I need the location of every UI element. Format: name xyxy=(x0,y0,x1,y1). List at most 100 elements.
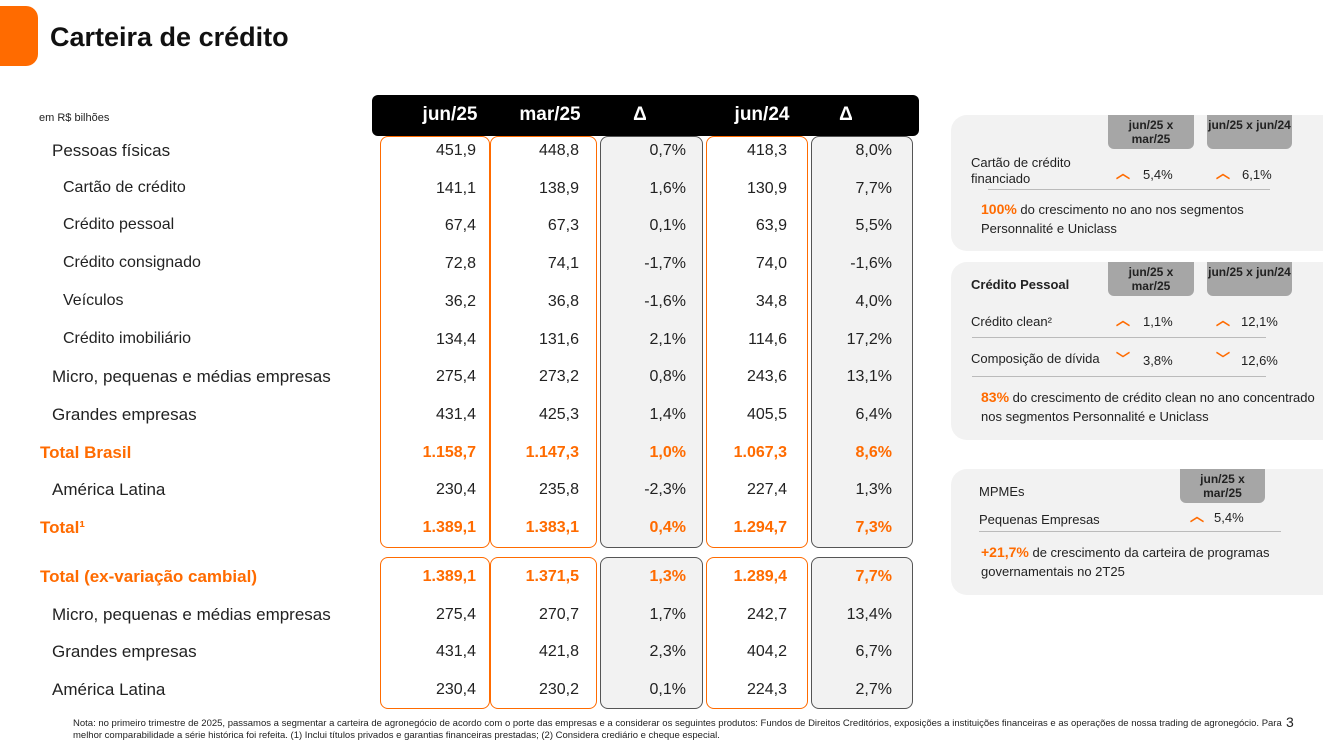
col-header-jun25: jun/25 xyxy=(422,104,478,125)
page-number: 3 xyxy=(1286,714,1294,730)
highlight: 100% xyxy=(981,201,1017,217)
cell-value: 0,1% xyxy=(649,217,686,235)
cell-value: 74,1 xyxy=(547,255,579,273)
table-header xyxy=(372,95,919,136)
pill-qoq: jun/25 x mar/25 xyxy=(1108,115,1194,149)
page-title: Carteira de crédito xyxy=(50,22,289,52)
cell-value: 242,7 xyxy=(746,605,787,623)
cell-value: 36,8 xyxy=(547,292,579,310)
cell-value: 2,1% xyxy=(649,330,686,348)
col-header-delta-y: Δ xyxy=(839,104,853,125)
cell-value: 451,9 xyxy=(435,142,476,159)
cell-value: 1,7% xyxy=(649,605,686,623)
row-label: Total Brasil xyxy=(40,442,132,462)
col-header-mar25: mar/25 xyxy=(519,104,581,125)
value: 12,6% xyxy=(1241,353,1278,368)
cell-value: 273,2 xyxy=(538,368,579,386)
value: 3,8% xyxy=(1143,353,1173,368)
row-label: Pequenas Empresas xyxy=(979,512,1100,527)
cell-value: 72,8 xyxy=(444,255,476,273)
cell-value: 1,0% xyxy=(649,443,686,461)
cell-value: 8,0% xyxy=(855,142,892,159)
cell-value: 2,7% xyxy=(855,681,892,699)
cell-value: 7,7% xyxy=(855,179,892,197)
cell-value: 0,1% xyxy=(649,681,686,699)
cell-value: 17,2% xyxy=(846,330,892,348)
cell-value: 6,7% xyxy=(855,643,892,661)
col-box-mar25 xyxy=(490,136,597,548)
row-label: Crédito pessoal xyxy=(63,216,175,234)
row-label: Micro, pequenas e médias empresas xyxy=(52,604,331,624)
cell-value: 67,3 xyxy=(547,217,579,235)
cell-value: 1.383,1 xyxy=(525,519,579,536)
row-label: Veículos xyxy=(63,291,124,309)
cell-value: 1,3% xyxy=(649,568,686,585)
cell-value: 230,4 xyxy=(435,681,476,699)
col-box-jun25 xyxy=(380,136,490,548)
cell-value: 130,9 xyxy=(746,179,787,197)
cell-value: 404,2 xyxy=(746,643,787,661)
value: 12,1% xyxy=(1241,314,1278,329)
col-box2-jun24 xyxy=(706,557,808,709)
cell-value: 138,9 xyxy=(538,179,579,197)
panel-note: 83% do crescimento de crédito clean no a… xyxy=(981,388,1316,426)
row-label: Grandes empresas xyxy=(52,404,197,424)
cell-value: 1,6% xyxy=(649,179,686,197)
cell-value: 67,4 xyxy=(444,217,476,235)
cell-value: 0,8% xyxy=(649,368,686,386)
col-box-delta-q xyxy=(600,136,703,548)
cell-value: 243,6 xyxy=(746,368,787,386)
arrow-up-icon: ︿ xyxy=(1116,312,1130,328)
cell-value: 227,4 xyxy=(746,481,787,499)
col-box2-mar25 xyxy=(490,557,597,709)
divider xyxy=(988,189,1270,190)
col-box2-delta-q xyxy=(600,557,703,709)
cell-value: 34,8 xyxy=(755,292,787,310)
cell-value: 1,3% xyxy=(855,481,892,499)
cell-value: 0,4% xyxy=(649,519,686,536)
row-label: Crédito clean² xyxy=(971,314,1052,329)
cell-value: 0,7% xyxy=(649,142,686,159)
divider xyxy=(972,376,1266,377)
cell-value: 418,3 xyxy=(746,142,787,159)
arrow-up-icon: ︿ xyxy=(1216,312,1230,328)
value: 5,4% xyxy=(1214,510,1244,525)
row-label: Total¹ xyxy=(40,518,86,537)
row-label: Pessoas físicas xyxy=(52,141,171,160)
row-label: Total (ex-variação cambial) xyxy=(40,567,257,586)
highlight: +21,7% xyxy=(981,544,1029,560)
cell-value: 1.158,7 xyxy=(422,443,476,461)
panel-note: 100% do crescimento no ano nos segmentos… xyxy=(981,200,1301,238)
row-label: Cartão de crédito financiado xyxy=(971,155,1071,186)
cell-value: 1.371,5 xyxy=(525,568,579,585)
cell-value: 131,6 xyxy=(538,330,579,348)
col-box2-jun25 xyxy=(380,557,490,709)
arrow-down-icon: ﹀ xyxy=(1116,351,1130,367)
panel-title: Crédito Pessoal xyxy=(971,277,1070,292)
cell-value: 448,8 xyxy=(538,142,579,159)
cell-value: 134,4 xyxy=(435,330,476,348)
cell-value: 270,7 xyxy=(538,605,579,623)
cell-value: 1.147,3 xyxy=(525,443,579,461)
cell-value: 405,5 xyxy=(746,405,787,423)
highlight: 83% xyxy=(981,389,1010,405)
note-text: de crescimento da carteira de programas … xyxy=(981,545,1270,579)
col-box-jun24 xyxy=(706,136,808,548)
divider xyxy=(972,337,1266,338)
cell-value: -1,7% xyxy=(644,255,686,273)
arrow-down-icon: ﹀ xyxy=(1216,351,1230,367)
panel-title: MPMEs xyxy=(979,484,1025,499)
pill-yoy: jun/25 x jun/24 xyxy=(1207,262,1292,296)
value: 6,1% xyxy=(1242,167,1272,182)
arrow-up-icon: ︿ xyxy=(1116,165,1130,181)
cell-value: -1,6% xyxy=(644,292,686,310)
panel-note: +21,7% de crescimento da carteira de pro… xyxy=(981,543,1316,581)
cell-value: 1.067,3 xyxy=(733,443,787,461)
cell-value: -1,6% xyxy=(850,255,892,273)
row-label: Crédito consignado xyxy=(63,254,201,272)
cell-value: 1.289,4 xyxy=(733,568,787,585)
col-box-delta-y xyxy=(811,136,913,548)
col-header-delta-q: Δ xyxy=(633,104,647,125)
cell-value: -2,3% xyxy=(644,481,686,499)
cell-value: 141,1 xyxy=(435,179,476,197)
